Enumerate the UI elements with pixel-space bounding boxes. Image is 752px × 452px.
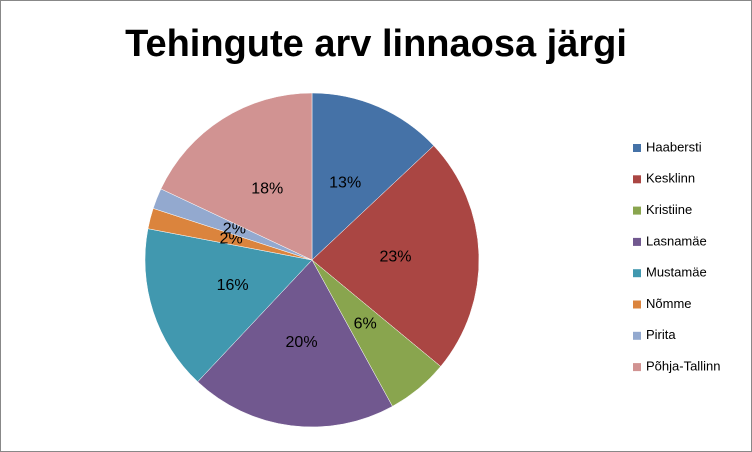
- legend-label: Kesklinn: [646, 171, 695, 186]
- legend-label: Kristiine: [646, 202, 692, 217]
- data-label: 16%: [217, 277, 249, 294]
- legend-swatch: [633, 331, 641, 340]
- legend-swatch: [633, 363, 641, 372]
- legend-label: Pirita: [646, 327, 676, 342]
- data-label: 13%: [329, 175, 361, 192]
- data-label: 20%: [286, 334, 318, 351]
- legend-label: Põhja-Tallinn: [646, 359, 720, 374]
- pie-slice: [197, 259, 393, 428]
- pie-slice: [160, 92, 313, 261]
- legend-label: Mustamäe: [646, 265, 707, 280]
- legend-swatch: [633, 300, 641, 309]
- legend-label: Lasnamäe: [646, 233, 707, 248]
- legend-swatch: [633, 144, 641, 152]
- data-label: 6%: [354, 316, 377, 333]
- legend-label: Haabersti: [646, 139, 702, 154]
- legend-swatch: [633, 206, 641, 215]
- chart-title: Tehingute arv linnaosa järgi: [125, 23, 627, 65]
- pie-slice: [144, 228, 313, 383]
- pie-slice: [311, 145, 480, 367]
- legend-swatch: [633, 237, 641, 246]
- data-label: 18%: [251, 181, 283, 198]
- pie-slice: [311, 92, 435, 261]
- data-label: 23%: [379, 249, 411, 266]
- legend-swatch: [633, 269, 641, 278]
- legend-label: Nõmme: [646, 296, 692, 311]
- legend-swatch: [633, 175, 641, 184]
